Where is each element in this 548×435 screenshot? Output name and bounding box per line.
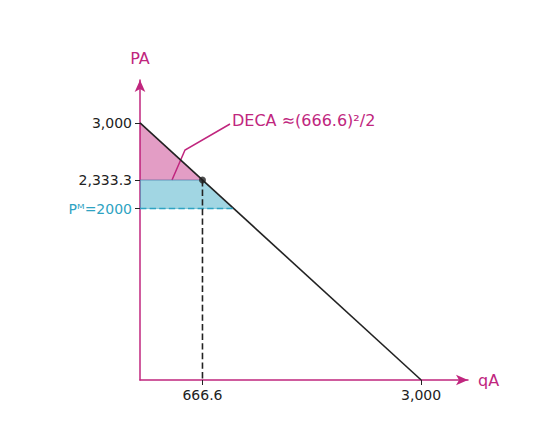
svg-text:qA: qA <box>478 371 499 390</box>
svg-text:3,000: 3,000 <box>401 387 441 403</box>
svg-text:Pᴹ=2000: Pᴹ=2000 <box>69 201 132 217</box>
svg-text:666.6: 666.6 <box>182 387 222 403</box>
svg-text:PA: PA <box>130 49 150 68</box>
svg-text:3,000: 3,000 <box>92 115 132 131</box>
svg-text:DECA ≈(666.6)²/2: DECA ≈(666.6)²/2 <box>232 111 375 130</box>
svg-text:2,333.3: 2,333.3 <box>79 172 132 188</box>
